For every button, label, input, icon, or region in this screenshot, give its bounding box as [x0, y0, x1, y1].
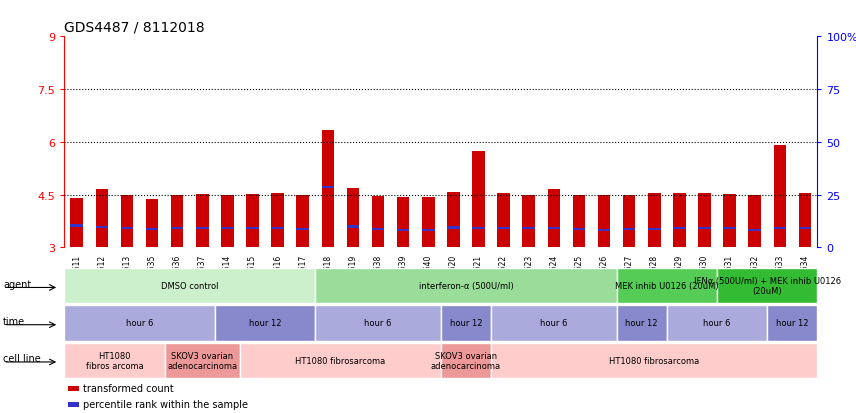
Bar — [774, 227, 786, 230]
Bar — [623, 228, 635, 231]
Bar — [648, 228, 661, 231]
Text: hour 12: hour 12 — [776, 319, 809, 328]
Text: percentile rank within the sample: percentile rank within the sample — [83, 399, 248, 409]
Text: hour 12: hour 12 — [626, 319, 658, 328]
Bar — [296, 195, 309, 248]
Bar — [597, 229, 610, 231]
Text: HT1080
fibros arcoma: HT1080 fibros arcoma — [86, 351, 143, 370]
Bar — [723, 195, 736, 248]
Bar — [347, 189, 360, 248]
Text: hour 6: hour 6 — [365, 319, 392, 328]
Bar — [723, 227, 736, 230]
Text: cell line: cell line — [3, 354, 41, 363]
Bar — [799, 193, 811, 248]
Bar — [447, 193, 460, 248]
Bar — [372, 228, 384, 231]
Text: SKOV3 ovarian
adenocarcinoma: SKOV3 ovarian adenocarcinoma — [167, 351, 237, 370]
Bar — [146, 199, 158, 248]
Bar — [748, 195, 761, 248]
Bar — [196, 227, 209, 230]
Bar — [673, 227, 686, 230]
Bar — [121, 195, 134, 248]
Bar — [573, 228, 586, 231]
Bar — [548, 190, 560, 248]
Bar — [171, 227, 183, 230]
Bar — [447, 227, 460, 229]
Text: hour 6: hour 6 — [540, 319, 568, 328]
Text: HT1080 fibrosarcoma: HT1080 fibrosarcoma — [295, 356, 385, 365]
Bar — [522, 195, 535, 248]
Bar — [247, 227, 259, 230]
Text: time: time — [3, 316, 26, 326]
Bar — [473, 227, 484, 230]
Text: IFNα (500U/ml) + MEK inhib U0126
(20uM): IFNα (500U/ml) + MEK inhib U0126 (20uM) — [693, 276, 841, 296]
Bar — [799, 227, 811, 230]
Bar — [372, 197, 384, 248]
Bar — [271, 193, 284, 248]
Bar — [497, 193, 510, 248]
Bar — [296, 228, 309, 231]
Bar — [497, 227, 510, 230]
Bar — [522, 227, 535, 230]
Bar — [698, 193, 710, 248]
Bar — [597, 195, 610, 248]
Bar — [221, 227, 234, 230]
Bar — [648, 193, 661, 248]
Bar — [573, 195, 586, 248]
Bar — [397, 229, 409, 231]
Text: MEK inhib U0126 (20uM): MEK inhib U0126 (20uM) — [615, 282, 719, 290]
Bar — [623, 195, 635, 248]
Bar — [748, 229, 761, 231]
Bar — [322, 186, 334, 189]
Text: SKOV3 ovarian
adenocarcinoma: SKOV3 ovarian adenocarcinoma — [431, 351, 501, 370]
Bar — [247, 195, 259, 248]
Bar — [422, 198, 435, 248]
Text: GDS4487 / 8112018: GDS4487 / 8112018 — [64, 21, 205, 35]
Text: hour 12: hour 12 — [249, 319, 282, 328]
Bar — [397, 197, 409, 248]
Bar — [322, 130, 334, 248]
Bar — [673, 193, 686, 248]
Text: hour 6: hour 6 — [704, 319, 731, 328]
Text: interferon-α (500U/ml): interferon-α (500U/ml) — [419, 282, 514, 290]
Bar — [146, 228, 158, 231]
Bar — [473, 151, 484, 248]
Bar — [347, 225, 360, 228]
Text: transformed count: transformed count — [83, 384, 174, 394]
Bar — [196, 195, 209, 248]
Text: HT1080 fibrosarcoma: HT1080 fibrosarcoma — [609, 356, 699, 365]
Bar — [96, 190, 108, 248]
Text: DMSO control: DMSO control — [161, 282, 218, 290]
Bar — [774, 146, 786, 248]
Bar — [271, 227, 284, 230]
Bar — [70, 225, 83, 227]
Bar — [698, 227, 710, 230]
Text: agent: agent — [3, 279, 32, 289]
Text: hour 12: hour 12 — [449, 319, 482, 328]
Bar — [121, 227, 134, 230]
Bar — [96, 226, 108, 229]
Bar — [548, 227, 560, 230]
Bar — [422, 229, 435, 231]
Bar — [171, 195, 183, 248]
Bar — [221, 195, 234, 248]
Text: hour 6: hour 6 — [126, 319, 153, 328]
Bar — [70, 199, 83, 248]
